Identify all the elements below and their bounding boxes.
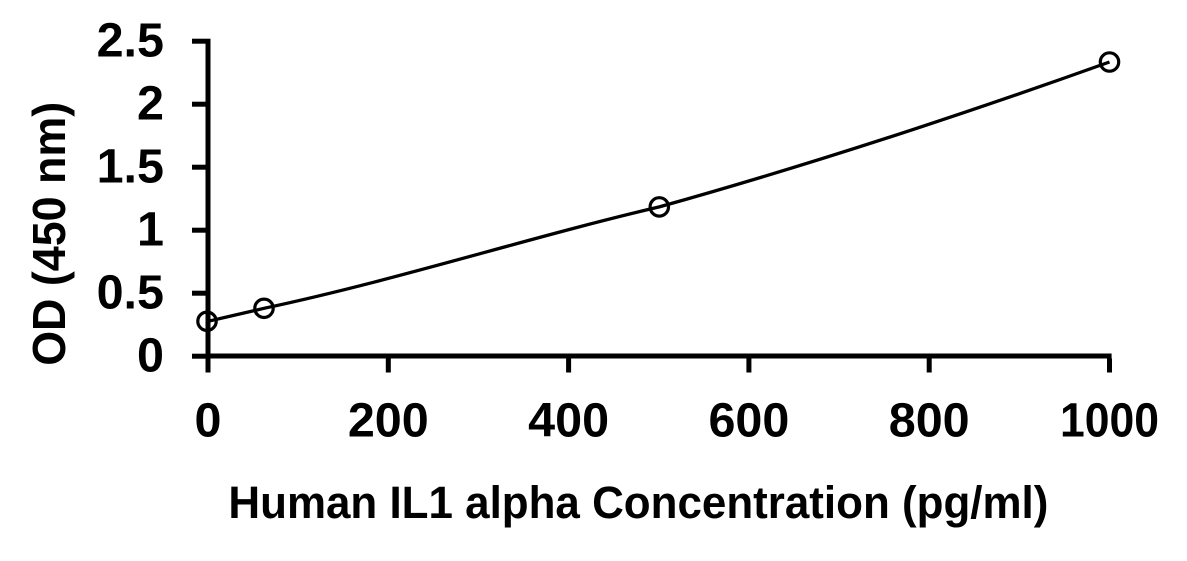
svg-text:0: 0 bbox=[195, 394, 222, 448]
svg-text:OD (450 nm): OD (450 nm) bbox=[23, 102, 75, 366]
svg-text:1000: 1000 bbox=[1060, 394, 1159, 448]
svg-text:0.5: 0.5 bbox=[97, 266, 164, 320]
svg-text:0: 0 bbox=[137, 329, 164, 383]
svg-text:2: 2 bbox=[137, 77, 164, 131]
svg-text:1: 1 bbox=[137, 203, 164, 257]
svg-text:Human IL1 alpha Concentration: Human IL1 alpha Concentration (pg/ml) bbox=[228, 477, 1048, 528]
svg-text:800: 800 bbox=[889, 394, 970, 448]
svg-text:1.5: 1.5 bbox=[97, 140, 164, 194]
svg-text:200: 200 bbox=[348, 394, 429, 448]
svg-text:400: 400 bbox=[528, 394, 609, 448]
svg-text:600: 600 bbox=[708, 394, 789, 448]
svg-text:2.5: 2.5 bbox=[97, 14, 164, 68]
